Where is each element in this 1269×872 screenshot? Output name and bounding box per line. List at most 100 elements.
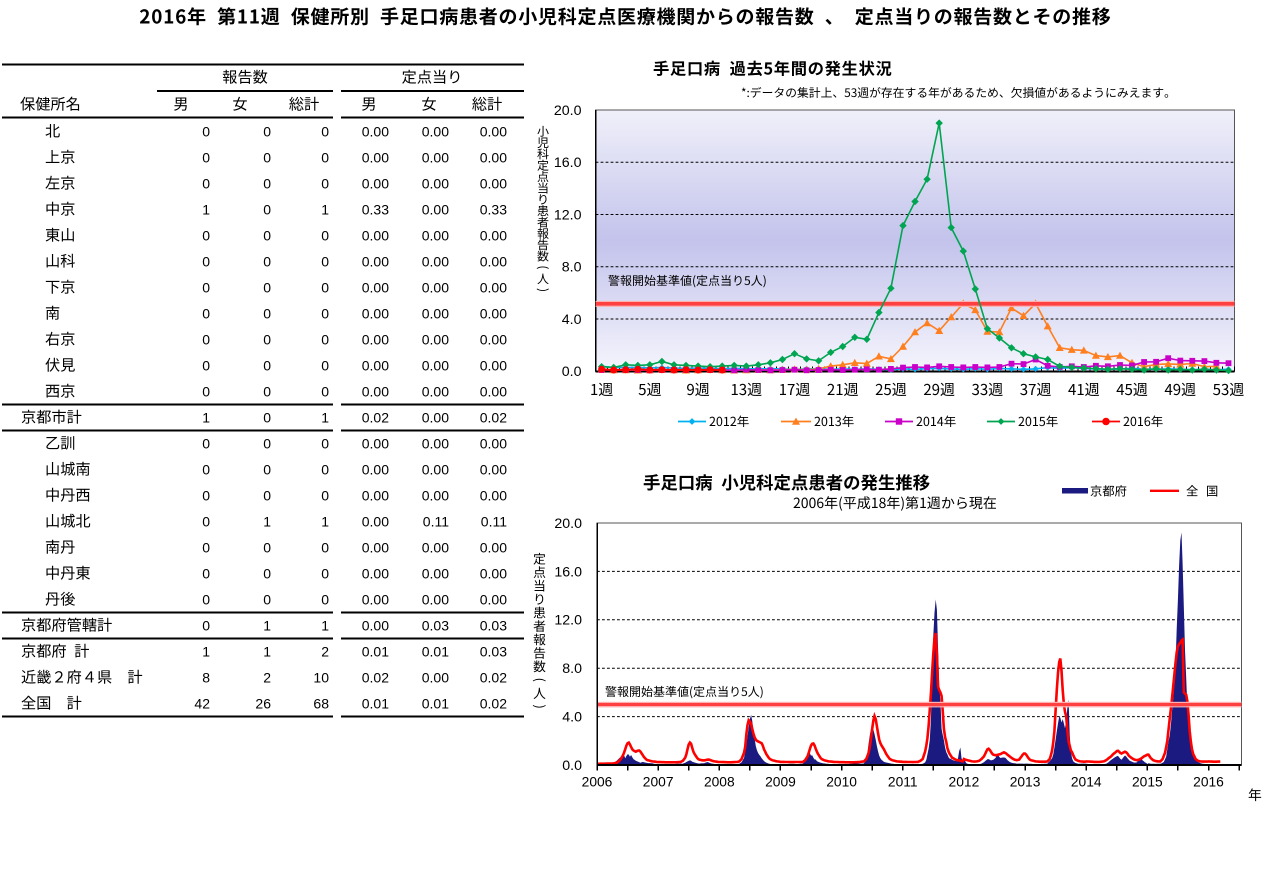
svg-text:0.00: 0.00 [480, 539, 507, 555]
svg-text:0.00: 0.00 [480, 253, 507, 269]
svg-text:0.02: 0.02 [480, 669, 507, 685]
svg-text:0: 0 [263, 435, 271, 451]
svg-text:0: 0 [263, 357, 271, 373]
svg-text:1: 1 [263, 643, 271, 659]
svg-text:16.0: 16.0 [554, 564, 582, 580]
svg-text:2: 2 [263, 669, 271, 685]
svg-text:8.0: 8.0 [562, 661, 582, 677]
svg-text:0.00: 0.00 [422, 279, 449, 295]
svg-text:0.00: 0.00 [480, 331, 507, 347]
svg-text:0.02: 0.02 [480, 409, 507, 425]
svg-text:0.01: 0.01 [362, 643, 389, 659]
svg-text:0.00: 0.00 [422, 591, 449, 607]
svg-text:0: 0 [202, 461, 210, 477]
svg-text:0.00: 0.00 [362, 513, 389, 529]
svg-text:0.00: 0.00 [422, 305, 449, 321]
svg-text:0.01: 0.01 [422, 695, 449, 711]
svg-text:1: 1 [321, 513, 329, 529]
svg-text:0: 0 [321, 175, 329, 191]
svg-text:0.00: 0.00 [480, 357, 507, 373]
svg-text:0.00: 0.00 [422, 123, 449, 139]
svg-text:0.00: 0.00 [422, 565, 449, 581]
svg-text:12.0: 12.0 [554, 207, 582, 223]
svg-text:2011: 2011 [888, 775, 918, 790]
svg-text:0.00: 0.00 [362, 565, 389, 581]
svg-text:0.00: 0.00 [422, 435, 449, 451]
svg-text:2008: 2008 [704, 775, 735, 790]
svg-text:0.00: 0.00 [362, 175, 389, 191]
svg-text:0.02: 0.02 [480, 695, 507, 711]
svg-text:0: 0 [263, 279, 271, 295]
svg-text:0: 0 [263, 123, 271, 139]
svg-text:0: 0 [263, 253, 271, 269]
svg-text:12.0: 12.0 [554, 613, 582, 629]
svg-text:0.00: 0.00 [480, 305, 507, 321]
svg-text:0: 0 [202, 123, 210, 139]
svg-text:20.0: 20.0 [554, 103, 582, 119]
svg-text:0: 0 [202, 175, 210, 191]
svg-text:8.0: 8.0 [562, 260, 582, 276]
svg-text:0: 0 [263, 461, 271, 477]
svg-text:0: 0 [321, 123, 329, 139]
svg-text:0.0: 0.0 [562, 364, 582, 380]
svg-text:1: 1 [202, 201, 210, 217]
svg-text:0: 0 [202, 513, 210, 529]
svg-text:0.00: 0.00 [422, 331, 449, 347]
svg-text:1: 1 [202, 643, 210, 659]
svg-text:0: 0 [263, 201, 271, 217]
svg-text:0: 0 [263, 383, 271, 399]
svg-text:1: 1 [321, 201, 329, 217]
svg-text:68: 68 [313, 695, 329, 711]
svg-text:0.00: 0.00 [362, 123, 389, 139]
svg-text:0.02: 0.02 [362, 409, 389, 425]
svg-text:0.03: 0.03 [422, 617, 449, 633]
svg-text:0: 0 [202, 591, 210, 607]
svg-text:0.00: 0.00 [422, 487, 449, 503]
svg-text:0.00: 0.00 [362, 357, 389, 373]
svg-text:0.00: 0.00 [362, 383, 389, 399]
svg-text:0.00: 0.00 [362, 227, 389, 243]
svg-text:1: 1 [321, 409, 329, 425]
svg-text:0: 0 [202, 617, 210, 633]
svg-text:0: 0 [321, 435, 329, 451]
svg-text:0.00: 0.00 [362, 253, 389, 269]
svg-text:0: 0 [321, 487, 329, 503]
svg-text:0.00: 0.00 [362, 617, 389, 633]
svg-text:0.00: 0.00 [362, 591, 389, 607]
svg-text:0.0: 0.0 [562, 758, 582, 774]
svg-text:0: 0 [202, 149, 210, 165]
svg-text:0: 0 [321, 331, 329, 347]
svg-text:0: 0 [202, 383, 210, 399]
svg-text:0: 0 [202, 331, 210, 347]
svg-text:0.00: 0.00 [480, 565, 507, 581]
svg-text:0: 0 [321, 227, 329, 243]
svg-text:0.00: 0.00 [480, 149, 507, 165]
svg-text:0: 0 [321, 253, 329, 269]
svg-text:0.03: 0.03 [480, 617, 507, 633]
svg-text:4.0: 4.0 [562, 710, 582, 726]
svg-text:0.00: 0.00 [422, 409, 449, 425]
svg-text:0.00: 0.00 [422, 227, 449, 243]
svg-text:0.00: 0.00 [422, 357, 449, 373]
svg-text:0.00: 0.00 [422, 461, 449, 477]
svg-text:0: 0 [263, 591, 271, 607]
svg-text:0: 0 [263, 227, 271, 243]
svg-text:2009: 2009 [765, 775, 796, 790]
svg-text:16.0: 16.0 [554, 155, 582, 171]
svg-text:0: 0 [202, 539, 210, 555]
svg-text:0.00: 0.00 [362, 331, 389, 347]
svg-text:0.33: 0.33 [480, 201, 507, 217]
svg-text:0: 0 [263, 565, 271, 581]
svg-text:4.0: 4.0 [562, 312, 582, 328]
svg-text:2: 2 [321, 643, 329, 659]
svg-text:2007: 2007 [643, 775, 674, 790]
svg-text:0.03: 0.03 [480, 643, 507, 659]
svg-text:0: 0 [321, 565, 329, 581]
svg-text:0.00: 0.00 [422, 201, 449, 217]
svg-text:0.00: 0.00 [480, 383, 507, 399]
svg-text:0: 0 [321, 461, 329, 477]
svg-text:0: 0 [202, 487, 210, 503]
svg-text:0.33: 0.33 [362, 201, 389, 217]
svg-text:0: 0 [263, 487, 271, 503]
svg-text:0: 0 [202, 565, 210, 581]
